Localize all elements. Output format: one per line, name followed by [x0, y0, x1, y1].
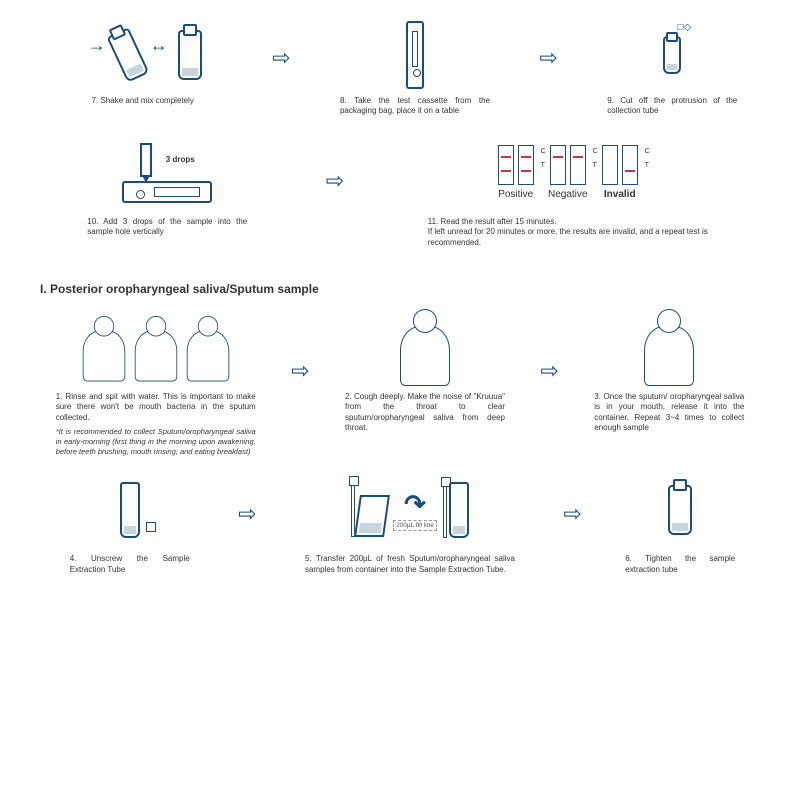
- step-10-illustration: 3 drops: [122, 135, 212, 211]
- step-4: 4. Unscrew the Sample Extraction Tube: [55, 472, 205, 575]
- t-label: T: [541, 162, 545, 169]
- result-strip-icon: [550, 145, 566, 185]
- result-strip-icon: [602, 145, 618, 185]
- step-1-illustration: [79, 306, 233, 386]
- step-9: □◇ 9. Cut off the protrusion of the coll…: [607, 20, 737, 117]
- bottle-tilted-icon: [106, 27, 149, 82]
- bottle-upright-icon: [178, 30, 202, 80]
- step-5-illustration: ↷ 200µL fill line: [351, 472, 469, 548]
- c-label: C: [645, 148, 650, 155]
- row-steps-4-6: 4. Unscrew the Sample Extraction Tube ⇨ …: [40, 472, 760, 575]
- drops-label: 3 drops: [166, 155, 195, 164]
- step-7-illustration: → ↔: [84, 20, 202, 90]
- row-steps-1-3: 1. Rinse and spit with water. This is im…: [40, 306, 760, 456]
- step-11: CT Positive CT Negative: [403, 135, 733, 248]
- double-arrow-icon: ↔: [150, 35, 168, 76]
- positive-label: Positive: [498, 189, 533, 200]
- collection-tube-icon: [663, 36, 681, 74]
- step-1: 1. Rinse and spit with water. This is im…: [56, 306, 256, 456]
- person-icon: [134, 330, 177, 381]
- step-1-caption: 1. Rinse and spit with water. This is im…: [56, 392, 256, 423]
- c-label: C: [541, 148, 546, 155]
- step-8-illustration: [406, 20, 424, 90]
- step-6-illustration: [668, 472, 692, 548]
- arrow-icon: ⇨: [563, 501, 581, 547]
- step-5-caption: 5. Transfer 200µL of fresh Sputum/oropha…: [305, 554, 515, 575]
- result-strip-icon: [498, 145, 514, 185]
- step-3-illustration: [644, 306, 694, 386]
- step-7: → ↔ 7. Shake and mix completely: [63, 20, 223, 106]
- step-11-illustration: CT Positive CT Negative: [490, 135, 646, 211]
- arrow-icon: ⇨: [326, 168, 344, 214]
- arrow-icon: ⇨: [539, 45, 557, 91]
- arrow-icon: →: [88, 35, 106, 76]
- t-label: T: [645, 162, 649, 169]
- procedure-top-section: → ↔ 7. Shake and mix completely ⇨ 8. Tak…: [0, 0, 800, 266]
- step-1-note: *It is recommended to collect Sputum/oro…: [56, 427, 256, 456]
- step-3-caption: 3. Once the sputum/ oropharyngeal saliva…: [594, 392, 744, 434]
- step-6-caption: 6. Tighten the sample extraction tube: [625, 554, 735, 575]
- step-2-caption: 2. Cough deeply. Make the noise of "Kruu…: [345, 392, 505, 434]
- cassette-icon: [406, 21, 424, 89]
- step-2-illustration: [400, 306, 450, 386]
- step-8: 8. Take the test cassette from the packa…: [340, 20, 490, 117]
- person-icon: [186, 330, 229, 381]
- result-invalid: CT Invalid: [600, 145, 640, 200]
- row-steps-7-9: → ↔ 7. Shake and mix completely ⇨ 8. Tak…: [40, 20, 760, 117]
- step-9-illustration: □◇: [663, 20, 681, 90]
- result-strip-icon: [570, 145, 586, 185]
- invalid-label: Invalid: [604, 189, 636, 200]
- step-11-caption: 11. Read the result after 15 minutes. If…: [428, 217, 708, 248]
- step-5: ↷ 200µL fill line 5. Transfer 200µL of f…: [290, 472, 530, 575]
- tube-cap-icon: [146, 522, 156, 532]
- dropper-icon: [140, 143, 152, 177]
- result-positive: CT Positive: [496, 145, 536, 200]
- arrow-icon: ⇨: [272, 45, 290, 91]
- extraction-tube-icon: [449, 482, 469, 538]
- t-label: T: [593, 162, 597, 169]
- step-2: 2. Cough deeply. Make the noise of "Kruu…: [345, 306, 505, 434]
- section-heading: I. Posterior oropharyngeal saliva/Sputum…: [40, 282, 760, 296]
- result-negative: CT Negative: [548, 145, 588, 200]
- step-8-caption: 8. Take the test cassette from the packa…: [340, 96, 490, 117]
- sample-cup-icon: [354, 495, 390, 537]
- person-cough-icon: [400, 326, 450, 386]
- transfer-arrow-icon: ↷: [404, 489, 426, 520]
- step-10-caption: 10. Add 3 drops of the sample into the s…: [87, 217, 247, 238]
- row-steps-10-11: 3 drops 10. Add 3 drops of the sample in…: [40, 135, 760, 248]
- result-strip-icon: [518, 145, 534, 185]
- step-4-illustration: [120, 472, 140, 548]
- step-6: 6. Tighten the sample extraction tube: [615, 472, 745, 575]
- extraction-tube-icon: [120, 482, 140, 538]
- arrow-icon: ⇨: [291, 358, 309, 404]
- closed-tube-icon: [668, 485, 692, 535]
- cut-pieces-icon: □◇: [678, 22, 692, 33]
- person-icon: [82, 330, 125, 381]
- step-9-caption: 9. Cut off the protrusion of the collect…: [607, 96, 737, 117]
- result-strip-icon: [622, 145, 638, 185]
- arrow-icon: ⇨: [238, 501, 256, 547]
- step-10: 3 drops 10. Add 3 drops of the sample in…: [67, 135, 267, 238]
- step-3: 3. Once the sputum/ oropharyngeal saliva…: [594, 306, 744, 434]
- arrow-icon: ⇨: [540, 358, 558, 404]
- c-label: C: [593, 148, 598, 155]
- person-spit-icon: [644, 326, 694, 386]
- procedure-bottom-section: I. Posterior oropharyngeal saliva/Sputum…: [0, 266, 800, 603]
- step-7-caption: 7. Shake and mix completely: [92, 96, 194, 106]
- negative-label: Negative: [548, 189, 587, 200]
- cassette-flat-icon: [122, 181, 212, 203]
- pipette-icon: [443, 484, 447, 538]
- step-4-caption: 4. Unscrew the Sample Extraction Tube: [70, 554, 190, 575]
- fill-line-label: 200µL fill line: [393, 520, 437, 531]
